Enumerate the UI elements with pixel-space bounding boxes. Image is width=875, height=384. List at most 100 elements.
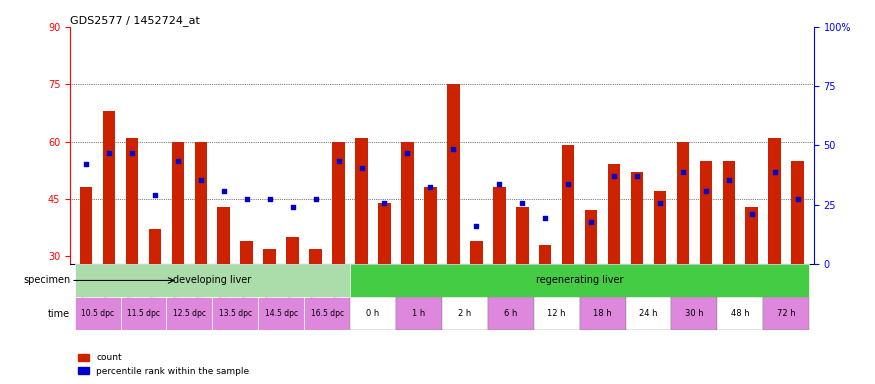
Point bbox=[194, 177, 208, 183]
FancyBboxPatch shape bbox=[121, 297, 166, 330]
Text: 2 h: 2 h bbox=[458, 309, 472, 318]
FancyBboxPatch shape bbox=[534, 297, 579, 330]
Legend: count, percentile rank within the sample: count, percentile rank within the sample bbox=[74, 350, 253, 379]
Bar bbox=[470, 241, 483, 264]
Point bbox=[630, 173, 644, 179]
Bar bbox=[309, 248, 322, 264]
FancyBboxPatch shape bbox=[258, 297, 304, 330]
Bar bbox=[791, 161, 804, 264]
Point bbox=[469, 223, 483, 229]
Point bbox=[217, 188, 231, 194]
Point bbox=[676, 169, 690, 175]
FancyBboxPatch shape bbox=[442, 297, 487, 330]
Point bbox=[584, 219, 598, 225]
Bar bbox=[194, 142, 207, 264]
Point bbox=[171, 157, 185, 164]
FancyBboxPatch shape bbox=[304, 297, 350, 330]
Bar bbox=[286, 237, 299, 264]
Text: 11.5 dpc: 11.5 dpc bbox=[127, 309, 160, 318]
Point bbox=[767, 169, 781, 175]
Point bbox=[538, 215, 552, 221]
Bar bbox=[126, 138, 138, 264]
FancyBboxPatch shape bbox=[350, 297, 396, 330]
FancyBboxPatch shape bbox=[213, 297, 258, 330]
Text: developing liver: developing liver bbox=[173, 275, 251, 285]
Bar bbox=[447, 84, 459, 264]
Bar bbox=[102, 111, 116, 264]
Point bbox=[377, 200, 391, 206]
FancyBboxPatch shape bbox=[487, 297, 534, 330]
FancyBboxPatch shape bbox=[718, 297, 763, 330]
Point bbox=[607, 173, 621, 179]
Text: 0 h: 0 h bbox=[367, 309, 380, 318]
Point bbox=[446, 146, 460, 152]
Point bbox=[493, 180, 507, 187]
FancyBboxPatch shape bbox=[74, 264, 350, 297]
Bar bbox=[562, 146, 575, 264]
Point bbox=[309, 196, 323, 202]
Bar bbox=[723, 161, 735, 264]
Text: 12.5 dpc: 12.5 dpc bbox=[173, 309, 206, 318]
Point bbox=[791, 196, 805, 202]
Bar bbox=[516, 207, 528, 264]
Bar bbox=[355, 138, 367, 264]
Bar bbox=[539, 245, 551, 264]
FancyBboxPatch shape bbox=[350, 264, 809, 297]
Point bbox=[240, 196, 254, 202]
Text: regenerating liver: regenerating liver bbox=[536, 275, 623, 285]
Bar bbox=[608, 164, 620, 264]
Point bbox=[653, 200, 667, 206]
Point bbox=[354, 165, 368, 171]
Bar bbox=[332, 142, 345, 264]
FancyBboxPatch shape bbox=[626, 297, 671, 330]
Bar bbox=[241, 241, 253, 264]
Text: 13.5 dpc: 13.5 dpc bbox=[219, 309, 252, 318]
Point bbox=[401, 150, 415, 156]
Point bbox=[332, 157, 346, 164]
Point bbox=[424, 184, 438, 190]
Bar bbox=[654, 191, 666, 264]
FancyBboxPatch shape bbox=[671, 297, 718, 330]
Text: 18 h: 18 h bbox=[593, 309, 612, 318]
Bar bbox=[631, 172, 643, 264]
Point bbox=[745, 211, 759, 217]
Point bbox=[561, 180, 575, 187]
Bar bbox=[378, 203, 391, 264]
Text: 24 h: 24 h bbox=[640, 309, 658, 318]
Bar bbox=[746, 207, 758, 264]
Bar bbox=[172, 142, 185, 264]
Bar bbox=[401, 142, 414, 264]
Text: 6 h: 6 h bbox=[504, 309, 517, 318]
Point bbox=[699, 188, 713, 194]
Text: 1 h: 1 h bbox=[412, 309, 425, 318]
Text: 30 h: 30 h bbox=[685, 309, 704, 318]
Point bbox=[102, 150, 116, 156]
FancyBboxPatch shape bbox=[74, 297, 121, 330]
Point bbox=[148, 192, 162, 198]
Point bbox=[515, 200, 529, 206]
Bar bbox=[584, 210, 598, 264]
Text: 48 h: 48 h bbox=[731, 309, 750, 318]
Bar bbox=[676, 142, 690, 264]
Text: 12 h: 12 h bbox=[548, 309, 566, 318]
Point bbox=[285, 204, 299, 210]
Bar bbox=[80, 187, 93, 264]
Bar bbox=[263, 248, 276, 264]
FancyBboxPatch shape bbox=[579, 297, 626, 330]
Text: specimen: specimen bbox=[24, 275, 71, 285]
Text: GDS2577 / 1452724_at: GDS2577 / 1452724_at bbox=[70, 15, 200, 26]
Bar bbox=[218, 207, 230, 264]
Bar bbox=[149, 230, 161, 264]
Text: 16.5 dpc: 16.5 dpc bbox=[311, 309, 344, 318]
Text: 10.5 dpc: 10.5 dpc bbox=[81, 309, 114, 318]
FancyBboxPatch shape bbox=[396, 297, 442, 330]
Bar bbox=[493, 187, 506, 264]
Bar bbox=[424, 187, 437, 264]
Point bbox=[262, 196, 276, 202]
Text: 14.5 dpc: 14.5 dpc bbox=[264, 309, 298, 318]
FancyBboxPatch shape bbox=[763, 297, 809, 330]
Point bbox=[722, 177, 736, 183]
Point bbox=[79, 161, 93, 167]
Bar bbox=[699, 161, 712, 264]
Text: time: time bbox=[48, 309, 70, 319]
